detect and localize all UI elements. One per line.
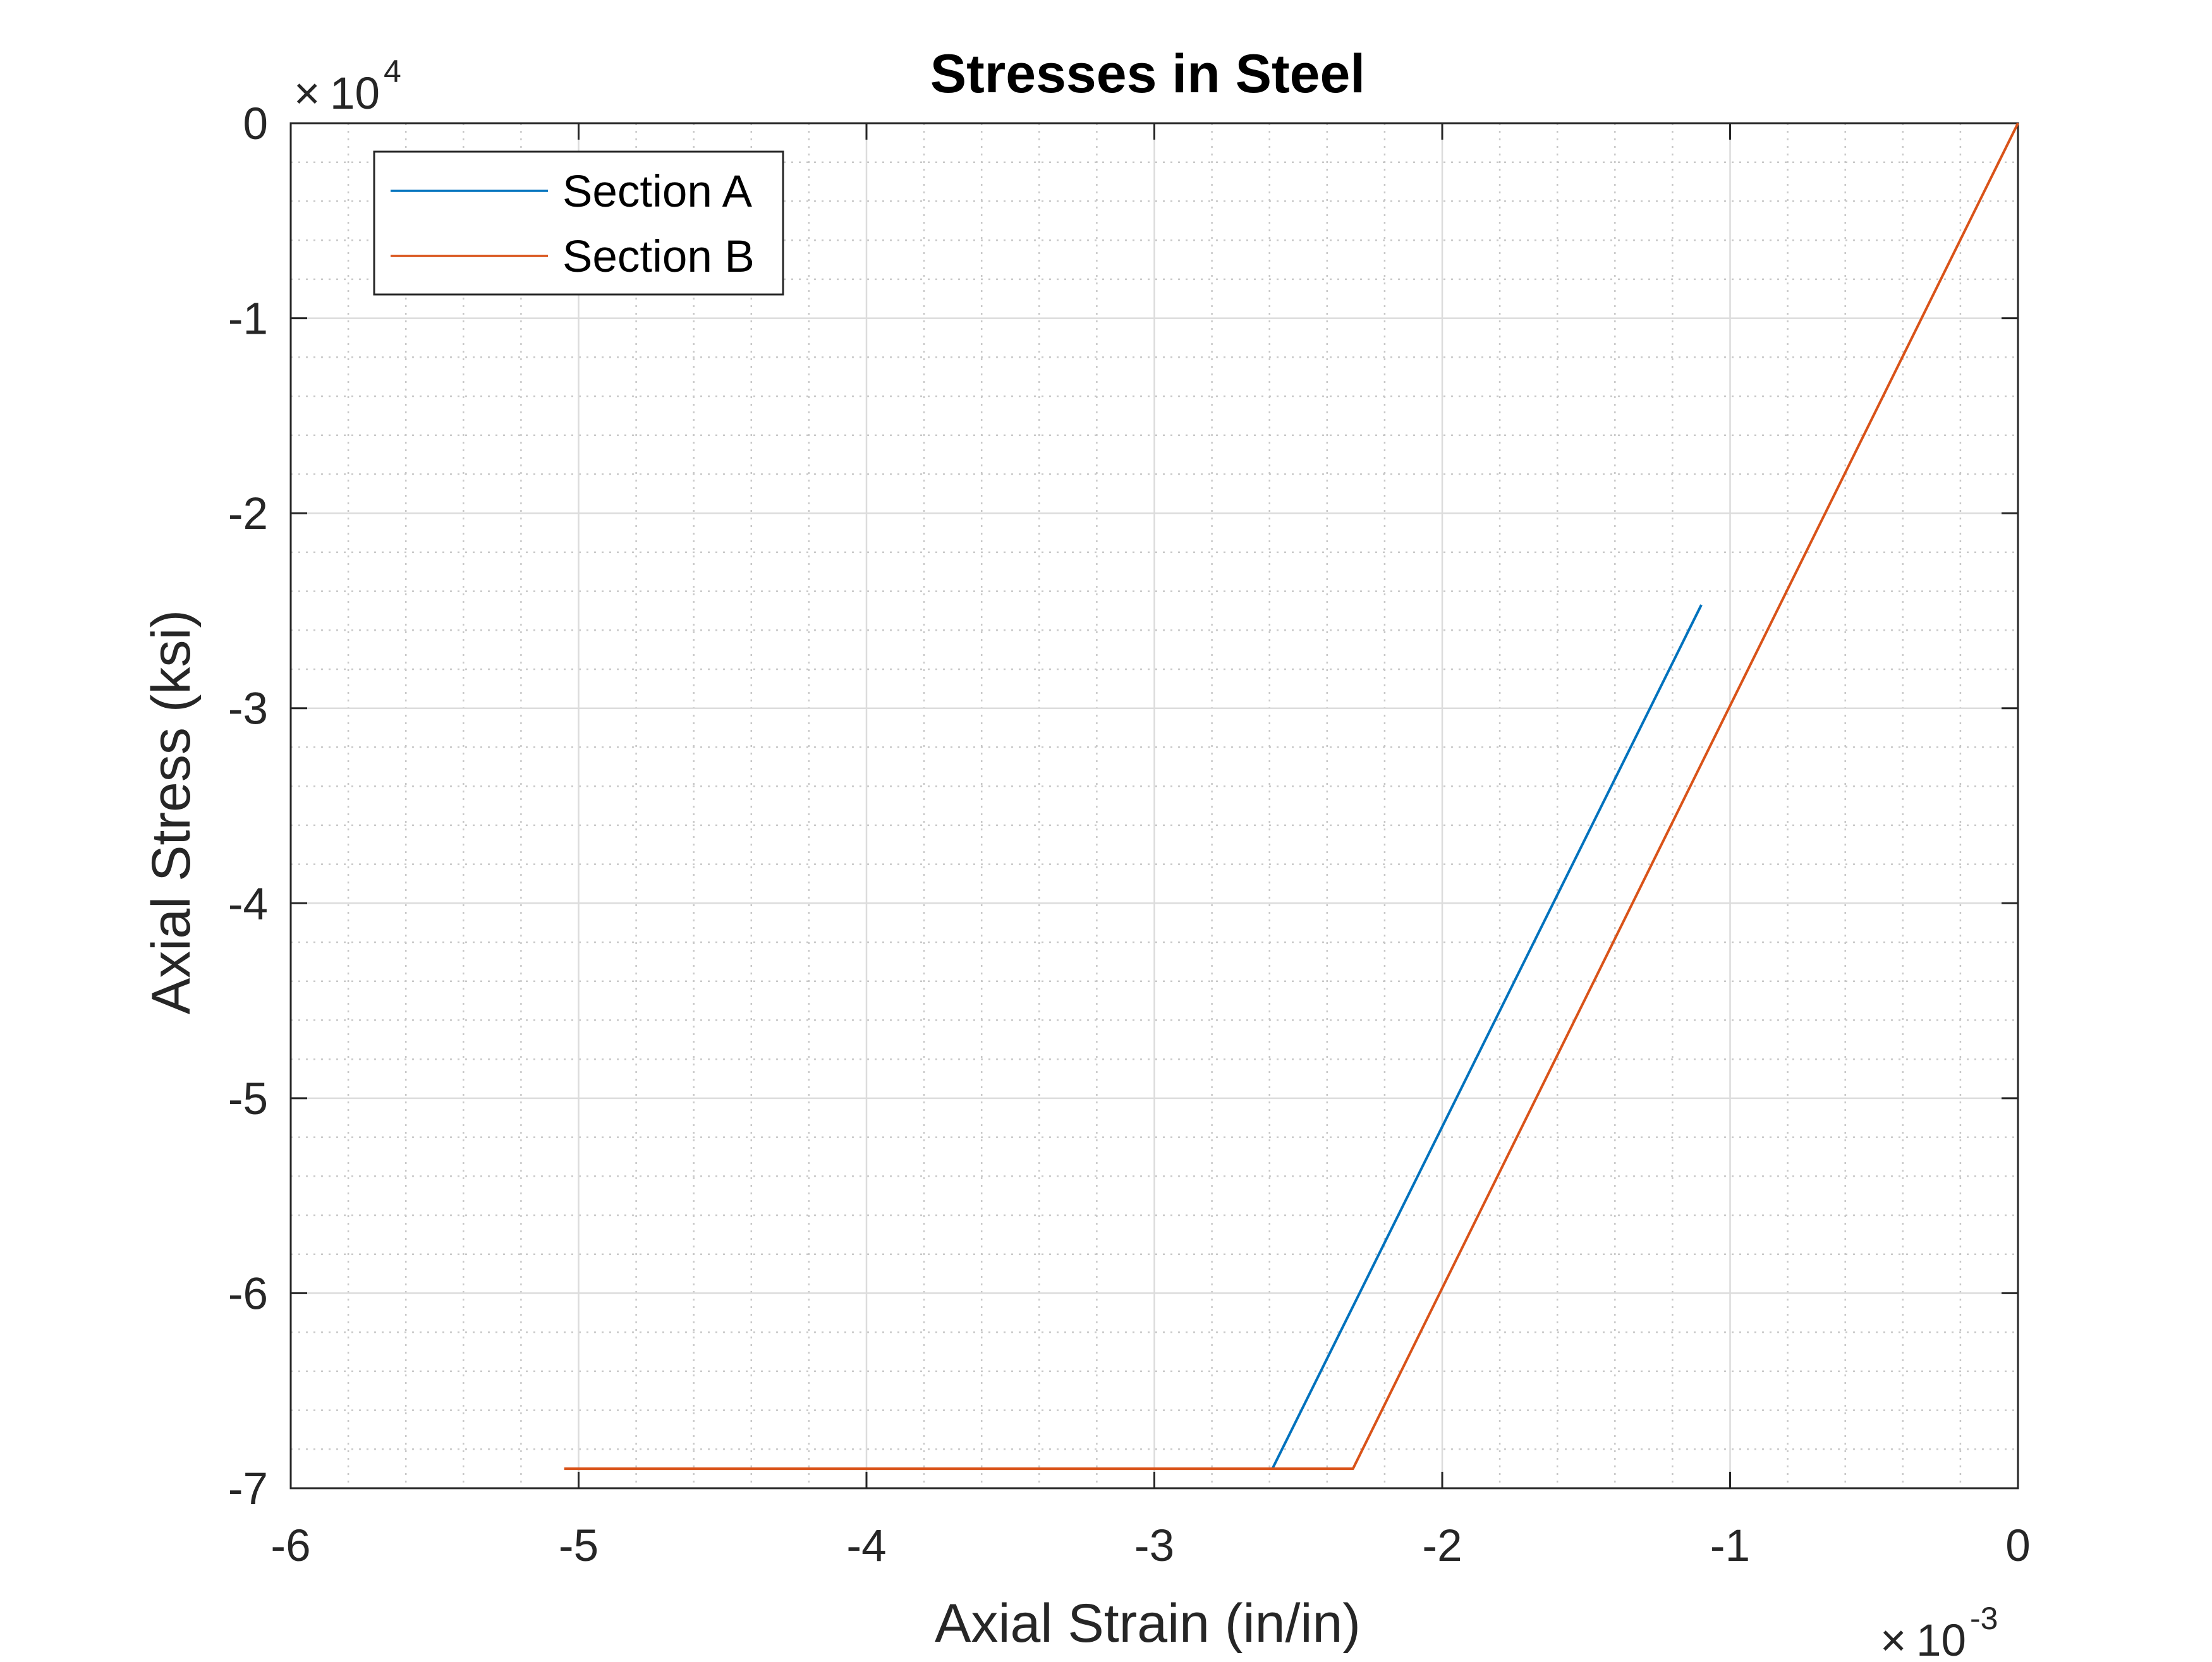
- series-line-section-a: [1271, 604, 1703, 1469]
- y-tick-label: -7: [228, 1464, 268, 1514]
- legend-box: [373, 150, 784, 296]
- y-multiplier-base: 10: [330, 69, 380, 119]
- x-tick-label: -4: [846, 1521, 886, 1571]
- y-tick-label: -5: [228, 1074, 268, 1124]
- x-tick-label: -1: [1710, 1521, 1750, 1571]
- y-multiplier-exponent: 4: [384, 54, 401, 89]
- x-tick-label: 0: [2005, 1521, 2031, 1571]
- series-line-section-b: [564, 123, 2019, 1471]
- x-multiplier-times: ×: [1880, 1616, 1906, 1659]
- y-axis-multiplier: × 10 4: [294, 54, 401, 119]
- series-layer: [564, 123, 2019, 1471]
- x-tick-label: -6: [270, 1521, 310, 1571]
- x-axis-multiplier: × 10 -3: [1880, 1601, 1998, 1662]
- x-tick-label: -2: [1422, 1521, 1462, 1571]
- legend-label-section-a: Section A: [562, 167, 753, 217]
- x-tick-label: -5: [559, 1521, 599, 1571]
- x-multiplier-exponent: -3: [1970, 1601, 1998, 1636]
- y-tick-label: -3: [228, 684, 268, 734]
- chart-title: Stresses in Steel: [930, 44, 1365, 104]
- y-tick-label: -1: [228, 294, 268, 344]
- y-axis-label: Axial Stress (ksi): [141, 610, 202, 1014]
- legend: Section A Section B: [373, 150, 784, 296]
- legend-label-section-b: Section B: [562, 232, 755, 282]
- y-tick-label: -2: [228, 489, 268, 539]
- x-multiplier-base: 10: [1916, 1616, 1966, 1659]
- y-multiplier-times: ×: [294, 69, 320, 119]
- y-tick-label: -6: [228, 1269, 268, 1319]
- y-tick-label: -4: [228, 879, 268, 929]
- x-tick-label: -3: [1134, 1521, 1174, 1571]
- y-tick-label: 0: [243, 99, 269, 149]
- x-axis-label: Axial Strain (in/in): [935, 1593, 1361, 1654]
- axes: -6 -5 -4 -3 -2 -1 00-1-2-3-4-5-6-7: [228, 99, 2031, 1571]
